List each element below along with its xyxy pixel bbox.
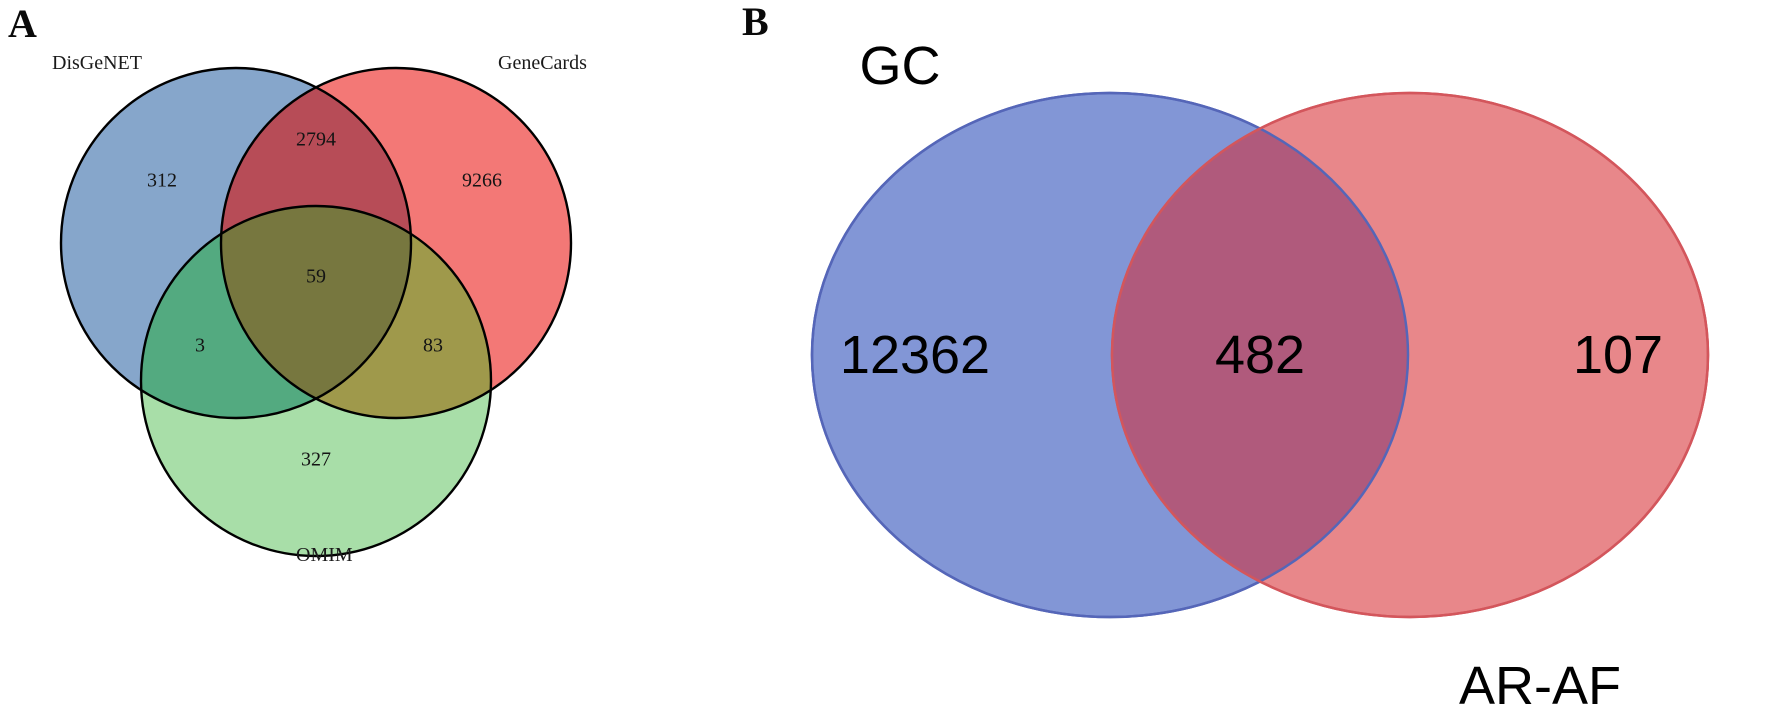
venn-a-count-genecards-only: 9266	[462, 169, 502, 192]
venn-a-count-disgenet-only: 312	[147, 169, 177, 192]
venn-b-count-gc-ar-af: 482	[1214, 325, 1306, 385]
venn-a-count-omim-only: 327	[301, 448, 331, 471]
panel-b: B GC AR-AF 12362 482 107	[720, 0, 1774, 725]
venn-a-count-triple: 59	[306, 265, 326, 288]
venn-a-count-disgenet-genecards: 2794	[296, 128, 336, 151]
venn-b-count-ar-af-only: 107	[1572, 325, 1664, 385]
venn-b-outline-ar-af	[1110, 91, 1710, 619]
venn-a-outline-omim	[139, 204, 493, 558]
panel-a: A	[0, 0, 720, 725]
venn-b-overlap-gc-ar-af	[1112, 93, 1408, 617]
venn-b-outline-gc	[810, 91, 1410, 619]
panel-a-letter: A	[8, 1, 37, 46]
venn-a-outline-genecards	[219, 66, 573, 420]
venn-a-label-genecards: GeneCards	[498, 52, 587, 74]
venn-b-count-gc-only: 12362	[839, 325, 991, 385]
venn-a-label-omim: OMIM	[296, 544, 353, 566]
venn-b-label-ar-af: AR-AF	[1459, 656, 1621, 716]
venn-a-outline-disgenet	[59, 66, 413, 420]
panel-b-venn-diagram	[810, 91, 1710, 619]
panel-b-letter: B	[742, 0, 769, 44]
venn-a-count-genecards-omim: 83	[423, 334, 443, 357]
venn-a-count-disgenet-omim: 3	[195, 334, 205, 357]
panel-a-venn-diagram	[59, 66, 573, 558]
venn-b-label-gc: GC	[859, 36, 941, 96]
venn-a-label-disgenet: DisGeNET	[52, 52, 142, 74]
